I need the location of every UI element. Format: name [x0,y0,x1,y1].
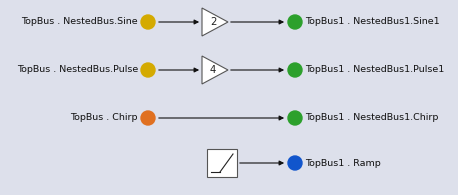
Text: TopBus1 . NestedBus1.Pulse1: TopBus1 . NestedBus1.Pulse1 [305,66,444,74]
Bar [207,149,237,177]
Text: TopBus . NestedBus.Sine: TopBus . NestedBus.Sine [22,18,138,27]
Circle shape [288,63,302,77]
Circle shape [288,156,302,170]
Circle shape [288,111,302,125]
Circle shape [141,111,155,125]
Circle shape [141,63,155,77]
Text: TopBus . Chirp: TopBus . Chirp [71,113,138,122]
Text: TopBus . NestedBus.Pulse: TopBus . NestedBus.Pulse [17,66,138,74]
Circle shape [141,15,155,29]
Polygon shape [202,8,228,36]
Text: 2: 2 [210,17,216,27]
Text: TopBus1 . NestedBus1.Sine1: TopBus1 . NestedBus1.Sine1 [305,18,440,27]
Polygon shape [202,56,228,84]
Text: 4: 4 [210,65,216,75]
Circle shape [288,15,302,29]
Text: TopBus1 . NestedBus1.Chirp: TopBus1 . NestedBus1.Chirp [305,113,438,122]
Text: TopBus1 . Ramp: TopBus1 . Ramp [305,159,381,168]
